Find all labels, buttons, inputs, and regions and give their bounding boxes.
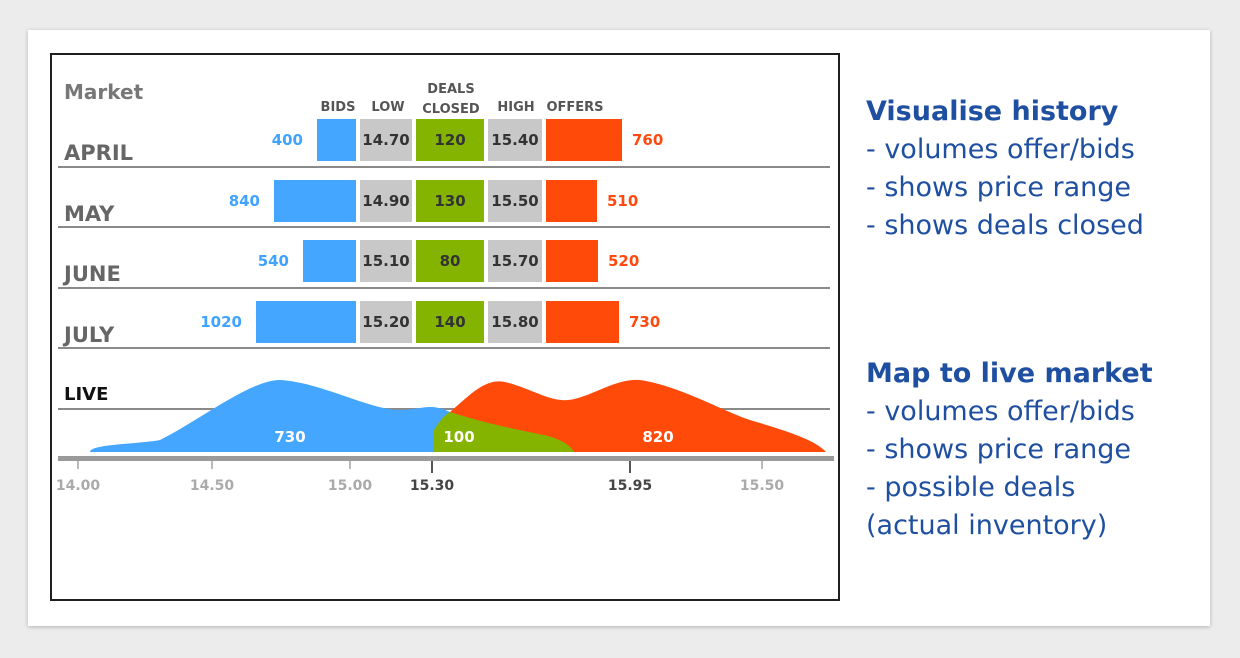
high-price-cell: 15.40 (488, 119, 542, 161)
low-price-cell: 15.20 (360, 301, 412, 343)
header-deals-closed: DEALS CLOSED (422, 82, 480, 117)
live-deals-area (434, 412, 574, 452)
offers-value: 760 (632, 131, 664, 149)
offers-value: 510 (607, 192, 639, 210)
history-heading: Visualise history (866, 96, 1119, 127)
row-divider (58, 408, 830, 410)
offers-bar (546, 180, 597, 222)
live-note-line: - shows price range (866, 434, 1132, 465)
bids-bar (274, 180, 356, 222)
live-label: LIVE (64, 384, 109, 405)
high-price-cell: 15.80 (488, 301, 542, 343)
row-label-july: JULY (64, 323, 115, 347)
header-bids: BIDS (320, 100, 356, 115)
low-price-cell: 14.70 (360, 119, 412, 161)
high-price-cell: 15.70 (488, 240, 542, 282)
bids-value: 1020 (200, 313, 242, 331)
axis-tick-mark (211, 461, 213, 469)
live-note-line: - volumes offer/bids (866, 396, 1135, 427)
axis-tick-mark (77, 461, 79, 469)
live-note-line: (actual inventory) (866, 510, 1108, 541)
axis-tick-label: 15.50 (739, 478, 785, 494)
offers-value: 730 (629, 313, 661, 331)
axis-tick-mark (431, 461, 433, 473)
row-divider (58, 226, 830, 228)
offers-bar (546, 240, 598, 282)
bids-bar (303, 240, 356, 282)
axis-tick-mark (629, 461, 631, 473)
live-bids-value: 730 (274, 428, 305, 446)
price-axis-line (58, 456, 834, 461)
axis-tick-label: 15.95 (607, 478, 653, 494)
history-note-line: - volumes offer/bids (866, 134, 1135, 165)
offers-bar (546, 301, 619, 343)
offers-value: 520 (608, 252, 640, 270)
row-label-may: MAY (64, 202, 115, 226)
header-low: LOW (371, 100, 405, 115)
axis-tick-mark (761, 461, 763, 469)
high-price-cell: 15.50 (488, 180, 542, 222)
live-deals-value: 100 (443, 428, 474, 446)
axis-tick-label: 14.50 (189, 478, 235, 494)
axis-tick-mark (349, 461, 351, 469)
axis-tick-label: 14.00 (55, 478, 101, 494)
live-heading: Map to live market (866, 358, 1153, 389)
deals-closed-cell: 120 (416, 119, 484, 161)
deals-closed-cell: 140 (416, 301, 484, 343)
live-offers-area (450, 379, 826, 452)
live-offers-value: 820 (642, 428, 673, 446)
history-note-line: - shows price range (866, 172, 1132, 203)
header-offers: OFFERS (546, 100, 604, 115)
low-price-cell: 14.90 (360, 180, 412, 222)
axis-tick-label: 15.30 (409, 478, 455, 494)
row-divider (58, 287, 830, 289)
bids-bar (256, 301, 356, 343)
bids-value: 400 (271, 131, 303, 149)
offers-bar (546, 119, 622, 161)
row-label-june: JUNE (64, 262, 121, 286)
live-note-line: - possible deals (866, 472, 1076, 503)
axis-tick-label: 15.00 (327, 478, 373, 494)
low-price-cell: 15.10 (360, 240, 412, 282)
bids-value: 840 (228, 192, 260, 210)
deals-closed-cell: 80 (416, 240, 484, 282)
row-label-april: APRIL (64, 141, 134, 165)
header-high: HIGH (497, 100, 535, 115)
chart-title: Market (64, 80, 144, 104)
live-bids-area (90, 380, 452, 452)
deals-closed-cell: 130 (416, 180, 484, 222)
bids-bar (317, 119, 356, 161)
row-divider (58, 166, 830, 168)
history-note-line: - shows deals closed (866, 210, 1144, 241)
row-divider (58, 347, 830, 349)
bids-value: 540 (257, 252, 289, 270)
